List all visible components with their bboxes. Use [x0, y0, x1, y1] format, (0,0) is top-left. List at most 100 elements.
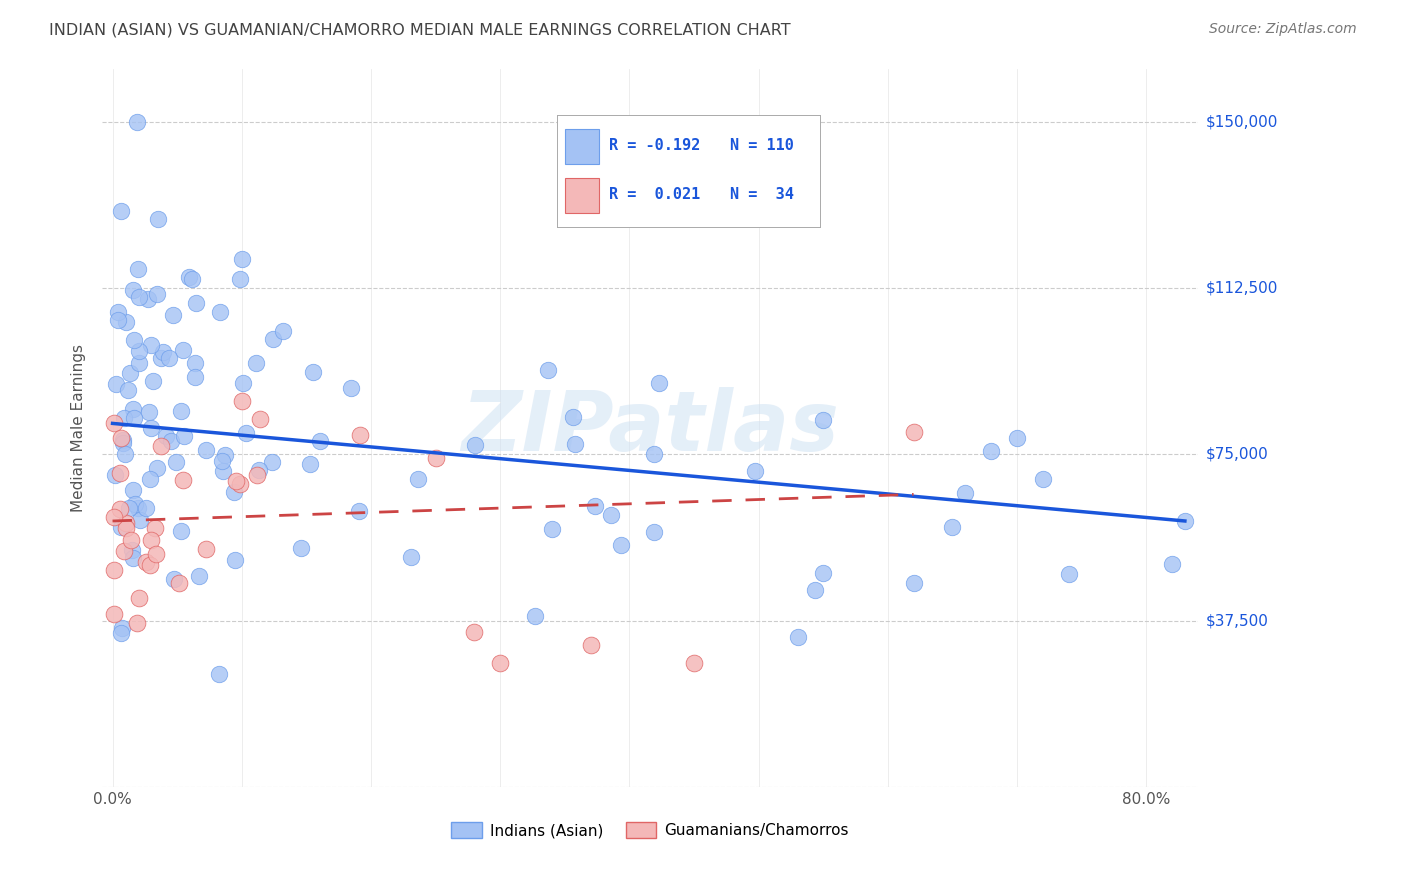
Point	[103, 510, 125, 524]
Point	[136, 292, 159, 306]
Point	[128, 344, 150, 359]
Point	[537, 362, 560, 376]
Point	[941, 520, 963, 534]
Point	[401, 549, 423, 564]
Point	[1005, 431, 1028, 445]
Point	[811, 566, 834, 580]
Point	[229, 271, 252, 285]
Point	[184, 369, 207, 384]
Point	[232, 376, 254, 391]
Point	[114, 516, 136, 531]
Point	[349, 428, 371, 442]
Point	[107, 305, 129, 319]
Point	[112, 433, 135, 447]
Point	[152, 344, 174, 359]
Point	[298, 457, 321, 471]
Point	[179, 270, 201, 285]
Point	[103, 417, 125, 431]
Point	[225, 474, 247, 488]
Point	[111, 436, 134, 450]
Point	[167, 575, 190, 590]
Point	[301, 365, 323, 379]
Point	[903, 425, 925, 439]
Point	[121, 543, 143, 558]
Point	[128, 290, 150, 304]
Point	[212, 464, 235, 478]
Point	[643, 447, 665, 461]
Y-axis label: Median Male Earnings: Median Male Earnings	[72, 343, 86, 512]
Point	[235, 425, 257, 440]
Point	[222, 485, 245, 500]
Point	[262, 332, 284, 346]
Text: Source: ZipAtlas.com: Source: ZipAtlas.com	[1209, 22, 1357, 37]
Point	[110, 431, 132, 445]
Point	[609, 538, 631, 552]
Point	[209, 305, 232, 319]
Point	[155, 429, 177, 443]
Point	[980, 444, 1002, 458]
Point	[139, 337, 162, 351]
Point	[146, 461, 169, 475]
Point	[647, 376, 669, 391]
Point	[146, 212, 169, 227]
Text: $37,500: $37,500	[1206, 614, 1270, 628]
Point	[194, 542, 217, 557]
Point	[247, 463, 270, 477]
Point	[128, 513, 150, 527]
Point	[115, 521, 138, 535]
Point	[245, 355, 267, 369]
Point	[108, 501, 131, 516]
Point	[150, 439, 173, 453]
Point	[118, 501, 141, 516]
Point	[127, 500, 149, 515]
Point	[187, 569, 209, 583]
Point	[811, 413, 834, 427]
Point	[184, 295, 207, 310]
Point	[110, 203, 132, 218]
Point	[139, 533, 162, 547]
Text: ZIPatlas: ZIPatlas	[461, 387, 839, 468]
Point	[107, 313, 129, 327]
Point	[208, 666, 231, 681]
Point	[135, 555, 157, 569]
Point	[145, 547, 167, 561]
Point	[128, 591, 150, 605]
Point	[903, 576, 925, 591]
Point	[111, 621, 134, 635]
Point	[157, 351, 180, 366]
Point	[172, 343, 194, 358]
Point	[114, 446, 136, 460]
Point	[122, 551, 145, 566]
Point	[149, 351, 172, 365]
Point	[122, 334, 145, 348]
Point	[683, 656, 706, 670]
Text: $75,000: $75,000	[1206, 447, 1268, 462]
Point	[579, 638, 602, 652]
Point	[138, 472, 160, 486]
Point	[347, 504, 370, 518]
Point	[564, 437, 586, 451]
Point	[231, 394, 253, 409]
Text: $112,500: $112,500	[1206, 281, 1278, 295]
Point	[271, 324, 294, 338]
Point	[1161, 558, 1184, 572]
Point	[128, 356, 150, 370]
Point	[108, 467, 131, 481]
Point	[142, 374, 165, 388]
Point	[121, 283, 143, 297]
Point	[787, 630, 810, 644]
Point	[110, 520, 132, 534]
Point	[170, 524, 193, 538]
Point	[122, 410, 145, 425]
Point	[110, 626, 132, 640]
Point	[103, 607, 125, 622]
Point	[104, 467, 127, 482]
Point	[290, 541, 312, 555]
Point	[1174, 514, 1197, 528]
Point	[184, 356, 207, 370]
Point	[117, 383, 139, 397]
Point	[103, 563, 125, 577]
Legend: Indians (Asian), Guamanians/Chamorros: Indians (Asian), Guamanians/Chamorros	[446, 816, 855, 844]
Point	[561, 409, 583, 424]
Point	[120, 533, 142, 547]
